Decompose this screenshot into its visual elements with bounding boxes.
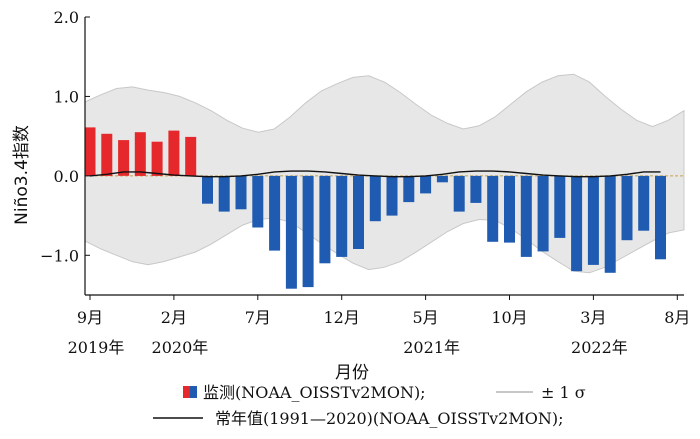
bar (655, 175, 666, 260)
y-tick-label: −1.0 (40, 246, 79, 265)
x-tick-month-label: 10月 (491, 308, 527, 327)
x-tick-month-label: 12月 (324, 308, 360, 327)
x-tick-month-label: 5月 (413, 308, 439, 327)
legend-monitor-label: 监测(NOAA_OISSTv2MON); (203, 383, 426, 402)
x-tick-year-label: 2021年 (403, 338, 460, 357)
bars-layer (84, 127, 666, 289)
legend-clim-label: 常年值(1991—2020)(NOAA_OISSTv2MON); (215, 409, 564, 428)
bar (118, 140, 130, 176)
bar (185, 136, 197, 176)
bar (403, 175, 415, 203)
climatology-line (89, 170, 661, 178)
bar (218, 175, 230, 212)
legend-sigma-label: ± 1 σ (541, 383, 586, 402)
bar (101, 133, 113, 176)
bar (168, 130, 180, 176)
bar (520, 175, 532, 257)
x-tick-month-label: 8月 (664, 308, 690, 327)
x-tick-year-label: 2020年 (152, 338, 209, 357)
bar (537, 175, 549, 252)
bar (302, 175, 314, 288)
x-tick-month-label: 3月 (580, 308, 606, 327)
x-tick-month-label: 2月 (161, 308, 187, 327)
bar (621, 175, 633, 241)
bar (571, 175, 583, 272)
bar (604, 175, 616, 273)
x-axis-label: 月份 (335, 363, 369, 383)
bar (319, 175, 331, 264)
bar (353, 175, 364, 249)
legend-swatch-red (183, 386, 190, 398)
bar (285, 175, 297, 289)
bar (84, 127, 96, 176)
legend-swatch-blue (190, 386, 197, 398)
x-tick-year-label: 2019年 (68, 338, 125, 357)
bar (386, 175, 398, 216)
y-tick-label: 2.0 (54, 8, 79, 27)
bar (151, 141, 163, 176)
bar (470, 175, 482, 203)
bar (336, 175, 348, 257)
y-tick-label: 0.0 (54, 167, 79, 186)
bar (269, 175, 281, 251)
bar (202, 175, 213, 204)
bar (436, 175, 448, 183)
x-tick-month-label: 9月 (77, 308, 103, 327)
bar (420, 175, 432, 194)
bar (638, 175, 650, 231)
axes-layer: 2.0 1.0 0.0 −1.0 9月 2019年 2月 2020年 7月 12月 5月 2021年 1… (40, 8, 690, 357)
bar (453, 175, 465, 212)
legend: 监测(NOAA_OISSTv2MON); ± 1 σ 常年值(1991—2020… (153, 383, 586, 428)
bar (235, 175, 247, 210)
y-axis-label: Niño3.4指数 (12, 125, 32, 225)
bar (587, 175, 599, 265)
x-tick-year-label: 2022年 (571, 338, 628, 357)
bar (134, 132, 146, 176)
bar (554, 175, 566, 238)
x-tick-month-label: 7月 (245, 308, 271, 327)
bar (252, 175, 264, 228)
climatology-layer (89, 170, 661, 178)
y-tick-label: 1.0 (54, 87, 79, 106)
bar (487, 175, 499, 242)
bar (504, 175, 515, 243)
bar (369, 175, 381, 222)
